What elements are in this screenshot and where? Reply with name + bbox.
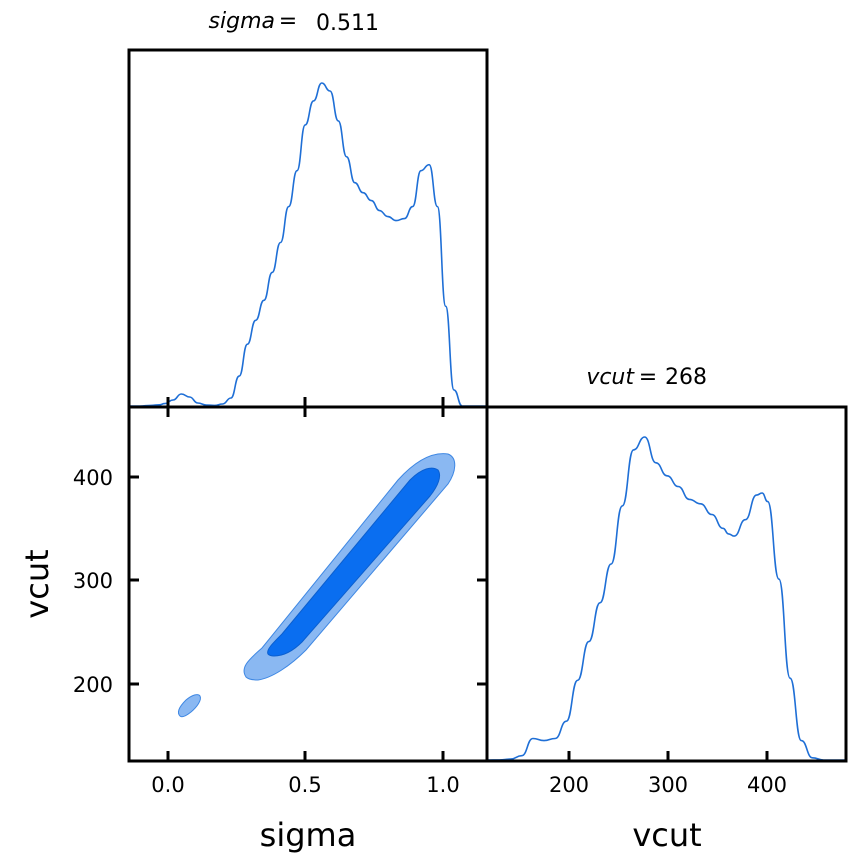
vcut-x-ticklabel-400: 400 xyxy=(747,773,787,797)
vcut-kde-curve xyxy=(486,436,846,761)
sigma-title-param: sigma xyxy=(209,9,275,34)
joint-frame xyxy=(127,405,489,763)
joint-contour-outer-island xyxy=(177,694,201,718)
joint-y-axis-label: vcut xyxy=(18,549,56,618)
vcut-title-eq: = xyxy=(639,365,657,390)
joint-x-ticklabel-0.0: 0.0 xyxy=(151,773,184,797)
sigma-kde-curve xyxy=(129,82,487,407)
sigma-title-value: 0.511 xyxy=(316,11,379,36)
vcut-x-ticklabel-300: 300 xyxy=(648,773,688,797)
joint-x-ticklabel-0.5: 0.5 xyxy=(288,773,321,797)
vcut-x-ticklabel-200: 200 xyxy=(549,773,589,797)
vcut-x-axis-label: vcut xyxy=(632,816,701,854)
sigma-marginal-x-ticks xyxy=(166,397,445,417)
joint-x-axis-label: sigma xyxy=(260,816,357,854)
joint-x-ticklabel-1.0: 1.0 xyxy=(426,773,459,797)
vcut-title-value: 268 xyxy=(665,365,707,390)
joint-y-ticklabel-300: 300 xyxy=(73,569,113,593)
joint-y-ticks: 400 300 200 xyxy=(73,466,487,697)
vcut-marginal-frame xyxy=(485,405,848,763)
joint-contour-inner xyxy=(267,467,441,657)
sigma-title-eq: = xyxy=(279,9,297,34)
joint-x-ticks: 0.0 0.5 1.0 xyxy=(151,751,460,797)
vcut-title-param: vcut xyxy=(586,365,635,390)
vcut-marginal-panel: vcut = 268 200 300 400 vcut xyxy=(485,365,848,854)
sigma-marginal-frame xyxy=(127,48,489,409)
sigma-marginal-panel: sigma = 0.511 xyxy=(127,9,489,409)
joint-panel: 0.0 0.5 1.0 400 300 200 sigma vcut xyxy=(18,397,489,854)
joint-y-ticklabel-200: 200 xyxy=(73,673,113,697)
joint-y-ticklabel-400: 400 xyxy=(73,466,113,490)
vcut-x-ticks: 200 300 400 xyxy=(549,751,787,797)
